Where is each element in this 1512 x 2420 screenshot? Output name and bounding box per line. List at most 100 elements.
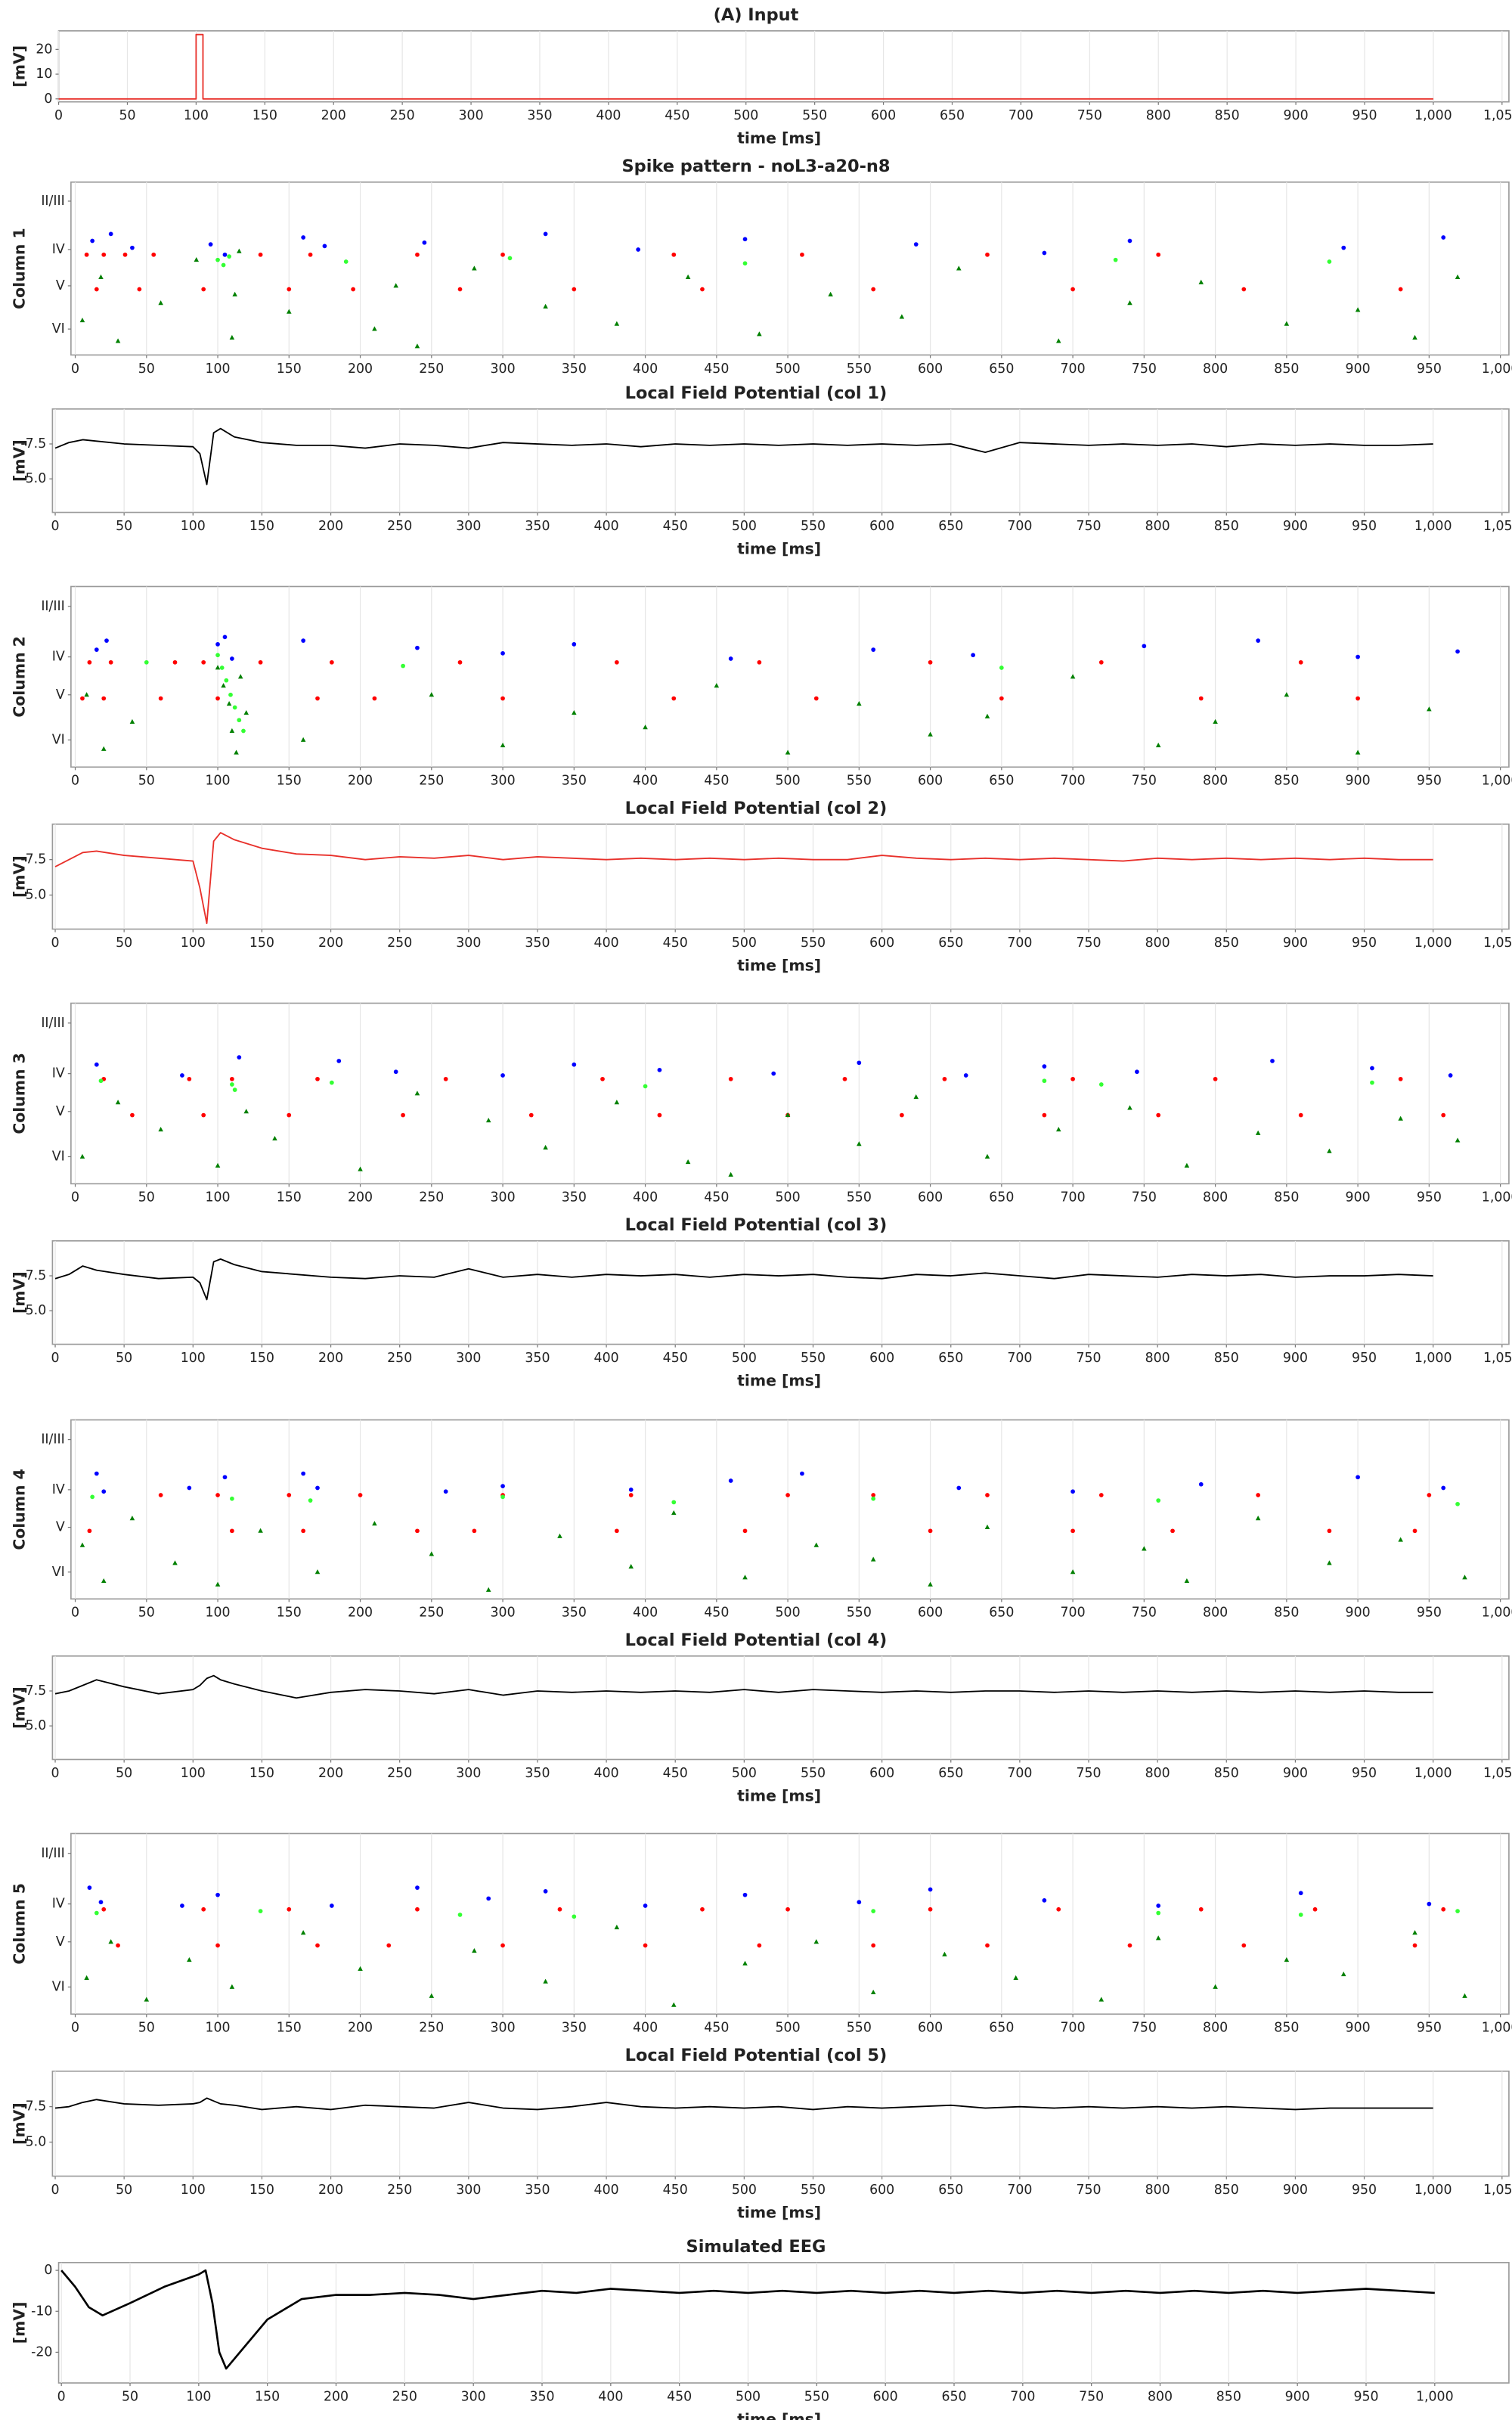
- spike-point: [215, 642, 220, 647]
- spike-point: [643, 724, 648, 730]
- spike-point: [429, 1551, 435, 1556]
- x-tick-label: 700: [1061, 1606, 1086, 1621]
- spike-point: [543, 1144, 548, 1150]
- x-tick-label: 850: [1274, 774, 1299, 789]
- spike-point: [180, 1903, 184, 1908]
- spike-point: [287, 1907, 292, 1912]
- x-tick-label: 550: [847, 361, 872, 377]
- x-tick-label: 1,000: [1482, 774, 1512, 789]
- x-tick-label: 850: [1214, 2183, 1239, 2198]
- y-axis-label: [mV]: [11, 45, 29, 88]
- spike-point: [1455, 274, 1461, 279]
- spike-point: [671, 1509, 677, 1516]
- spike-point: [84, 1975, 89, 1980]
- spike-point: [1155, 1935, 1161, 1941]
- x-tick-label: 350: [562, 774, 587, 789]
- spike-point: [237, 1055, 242, 1060]
- x-tick-label: 300: [459, 108, 484, 123]
- y-tick-label: -5.0: [20, 2135, 46, 2150]
- x-tick-label: 650: [989, 2021, 1014, 2036]
- spike-point: [115, 338, 121, 343]
- x-tick-label: 950: [1352, 108, 1377, 123]
- plot-area: [51, 823, 1510, 930]
- spike-point: [230, 1496, 234, 1501]
- spike-point: [241, 728, 246, 734]
- spike-point: [1355, 749, 1361, 755]
- spike-point: [1327, 1560, 1332, 1565]
- x-tick-label: 200: [318, 1351, 343, 1366]
- y-tick-label: 0: [44, 2263, 52, 2278]
- spike-point: [615, 659, 619, 665]
- spike-point: [757, 659, 762, 665]
- x-tick-label: 300: [461, 2389, 486, 2404]
- x-tick-label: 900: [1283, 1766, 1308, 1781]
- spike-point: [485, 1118, 491, 1123]
- spike-point: [315, 1076, 320, 1081]
- x-tick-label: 400: [594, 1351, 619, 1366]
- spike-point: [857, 1060, 862, 1066]
- spike-point: [343, 259, 349, 264]
- spike-point: [628, 1493, 634, 1497]
- spike-point: [94, 1062, 99, 1067]
- x-tick-label: 600: [918, 1190, 943, 1205]
- x-axis-label: time [ms]: [737, 957, 821, 975]
- spike-point: [130, 1112, 135, 1118]
- spike-point: [172, 1560, 178, 1565]
- spike-point: [1156, 1498, 1161, 1503]
- chart-title: Local Field Potential (col 4): [625, 1630, 888, 1650]
- x-tick-label: 800: [1146, 108, 1171, 123]
- spike-point: [94, 1471, 99, 1476]
- x-tick-label: 500: [776, 1606, 801, 1621]
- x-tick-label: 300: [456, 1766, 481, 1781]
- spike-point: [372, 1521, 377, 1526]
- line-trace: [54, 832, 1433, 924]
- spike-point: [757, 1943, 762, 1948]
- x-tick-label: 100: [206, 1190, 231, 1205]
- x-tick-label: 750: [1132, 1190, 1157, 1205]
- x-tick-label: 450: [704, 2021, 729, 2036]
- x-tick-label: 1,050: [1483, 519, 1512, 534]
- spike-point: [500, 1484, 505, 1488]
- spike-point: [1013, 1975, 1018, 1980]
- spike-point: [98, 1900, 104, 1905]
- spike-point: [415, 645, 420, 650]
- spike-point: [671, 1500, 677, 1505]
- x-tick-label: 250: [387, 935, 412, 951]
- spike-point: [230, 1528, 234, 1534]
- x-tick-label: 600: [869, 519, 894, 534]
- spike-point: [971, 653, 975, 658]
- x-tick-label: 50: [116, 1351, 132, 1366]
- spike-point: [415, 1528, 420, 1534]
- spike-point: [415, 1885, 420, 1890]
- spike-point: [401, 663, 405, 669]
- spike-point: [1070, 1569, 1076, 1575]
- spike-point: [1042, 1112, 1047, 1118]
- x-tick-label: 1,000: [1414, 108, 1452, 123]
- spike-point: [301, 235, 306, 240]
- spike-point: [528, 1112, 534, 1118]
- x-tick-label: 400: [633, 774, 658, 789]
- spike-point: [1398, 287, 1403, 292]
- spike-point: [122, 252, 128, 257]
- plot-area: [51, 1240, 1510, 1345]
- spike-point: [1170, 1528, 1175, 1534]
- y-tick-label: VI: [52, 1565, 65, 1580]
- spike-point: [229, 334, 235, 340]
- spike-point: [956, 1485, 962, 1491]
- spike-point: [657, 1068, 662, 1072]
- x-tick-label: 750: [1076, 1766, 1101, 1781]
- spike-point: [913, 242, 919, 247]
- spike-point: [230, 656, 234, 661]
- x-tick-label: 950: [1417, 774, 1442, 789]
- spike-point: [101, 746, 107, 751]
- spike-point: [457, 287, 463, 292]
- x-tick-label: 650: [938, 935, 963, 951]
- x-tick-label: 350: [525, 935, 550, 951]
- spike-point: [1142, 644, 1147, 649]
- x-tick-label: 350: [527, 108, 552, 123]
- x-tick-label: 500: [732, 2183, 757, 2198]
- spike-point: [287, 287, 292, 292]
- line-trace: [58, 33, 1433, 100]
- x-tick-label: 650: [989, 774, 1014, 789]
- x-tick-label: 150: [277, 774, 302, 789]
